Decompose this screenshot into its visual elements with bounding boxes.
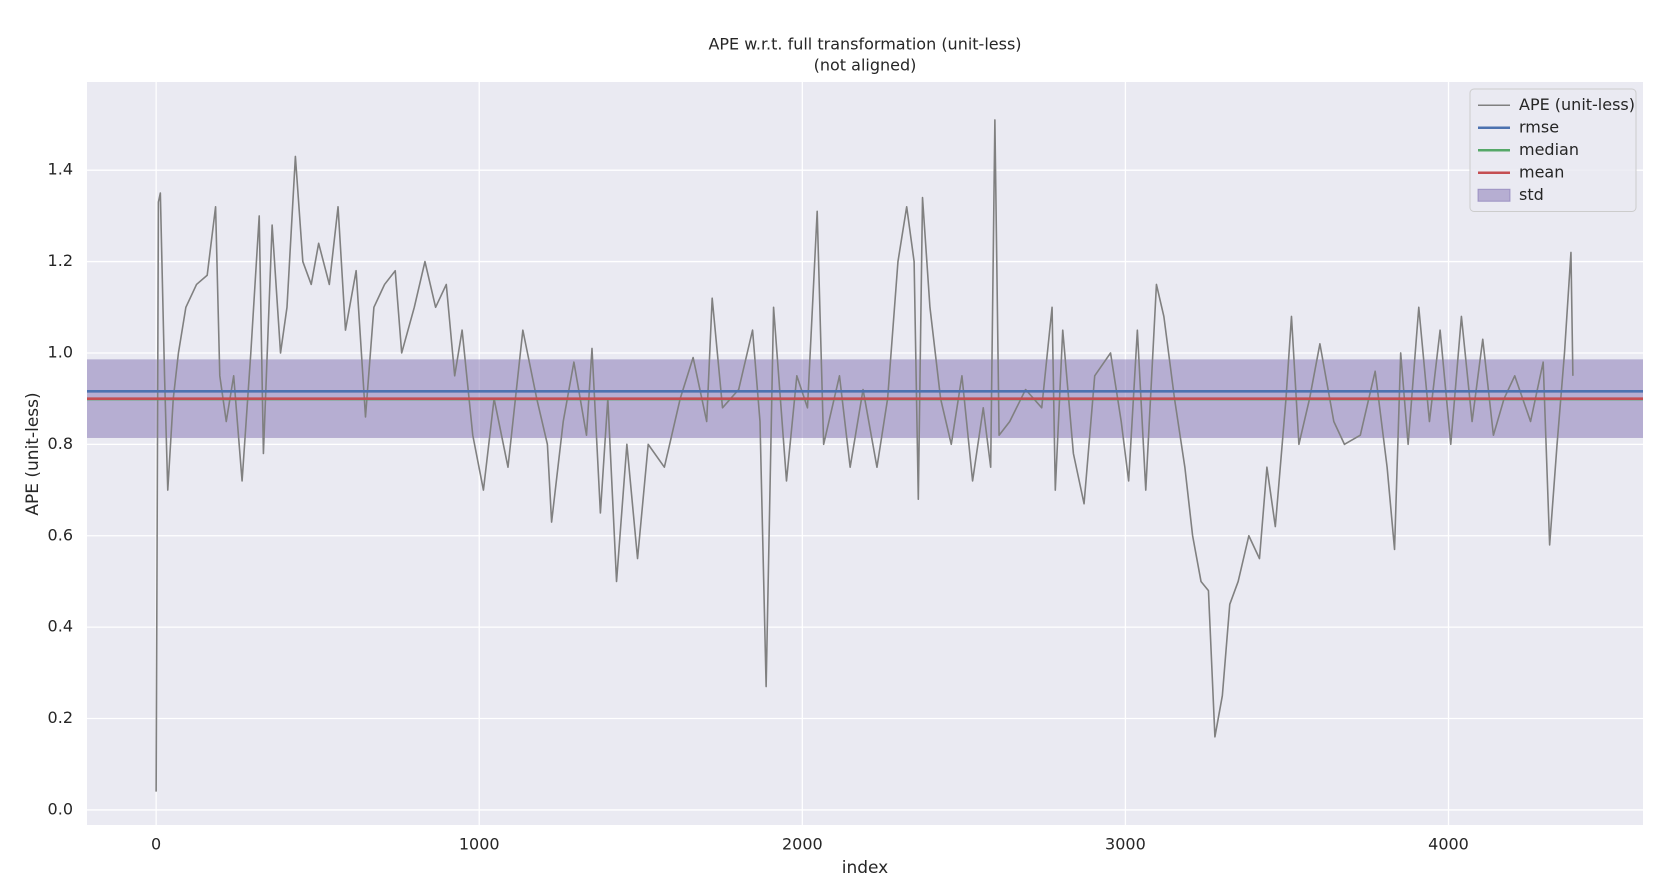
y-tick-label: 0.4 — [48, 617, 73, 636]
y-tick-label: 0.8 — [48, 434, 73, 453]
x-axis-label: index — [842, 858, 889, 878]
plot-background — [87, 82, 1643, 825]
ape-line — [155, 119, 1574, 792]
y-tick-label: 1.4 — [48, 160, 73, 179]
x-tick-label: 1000 — [459, 835, 500, 854]
x-tick-label: 0 — [151, 835, 161, 854]
legend: APE (unit-less) rmse median mean std — [1469, 88, 1637, 212]
y-tick-label: 1.2 — [48, 251, 73, 270]
x-tick-label: 3000 — [1105, 835, 1146, 854]
legend-swatch — [1477, 188, 1511, 202]
legend-label: rmse — [1519, 117, 1559, 136]
legend-label: APE (unit-less) — [1519, 95, 1635, 114]
y-axis-label: APE (unit-less) — [23, 392, 43, 515]
x-tick-label: 4000 — [1428, 835, 1469, 854]
y-tick-label: 0.6 — [48, 525, 73, 544]
chart-subtitle: (not aligned) — [814, 56, 917, 75]
legend-label: median — [1519, 140, 1579, 159]
chart-title: APE w.r.t. full transformation (unit-les… — [708, 35, 1021, 54]
x-tick-label: 2000 — [782, 835, 823, 854]
legend-label: mean — [1519, 162, 1564, 181]
legend-label: std — [1519, 185, 1544, 204]
y-tick-label: 0.2 — [48, 708, 73, 727]
y-tick-label: 0.0 — [48, 799, 73, 818]
legend-box — [1469, 88, 1637, 212]
y-tick-label: 1.0 — [48, 342, 73, 361]
